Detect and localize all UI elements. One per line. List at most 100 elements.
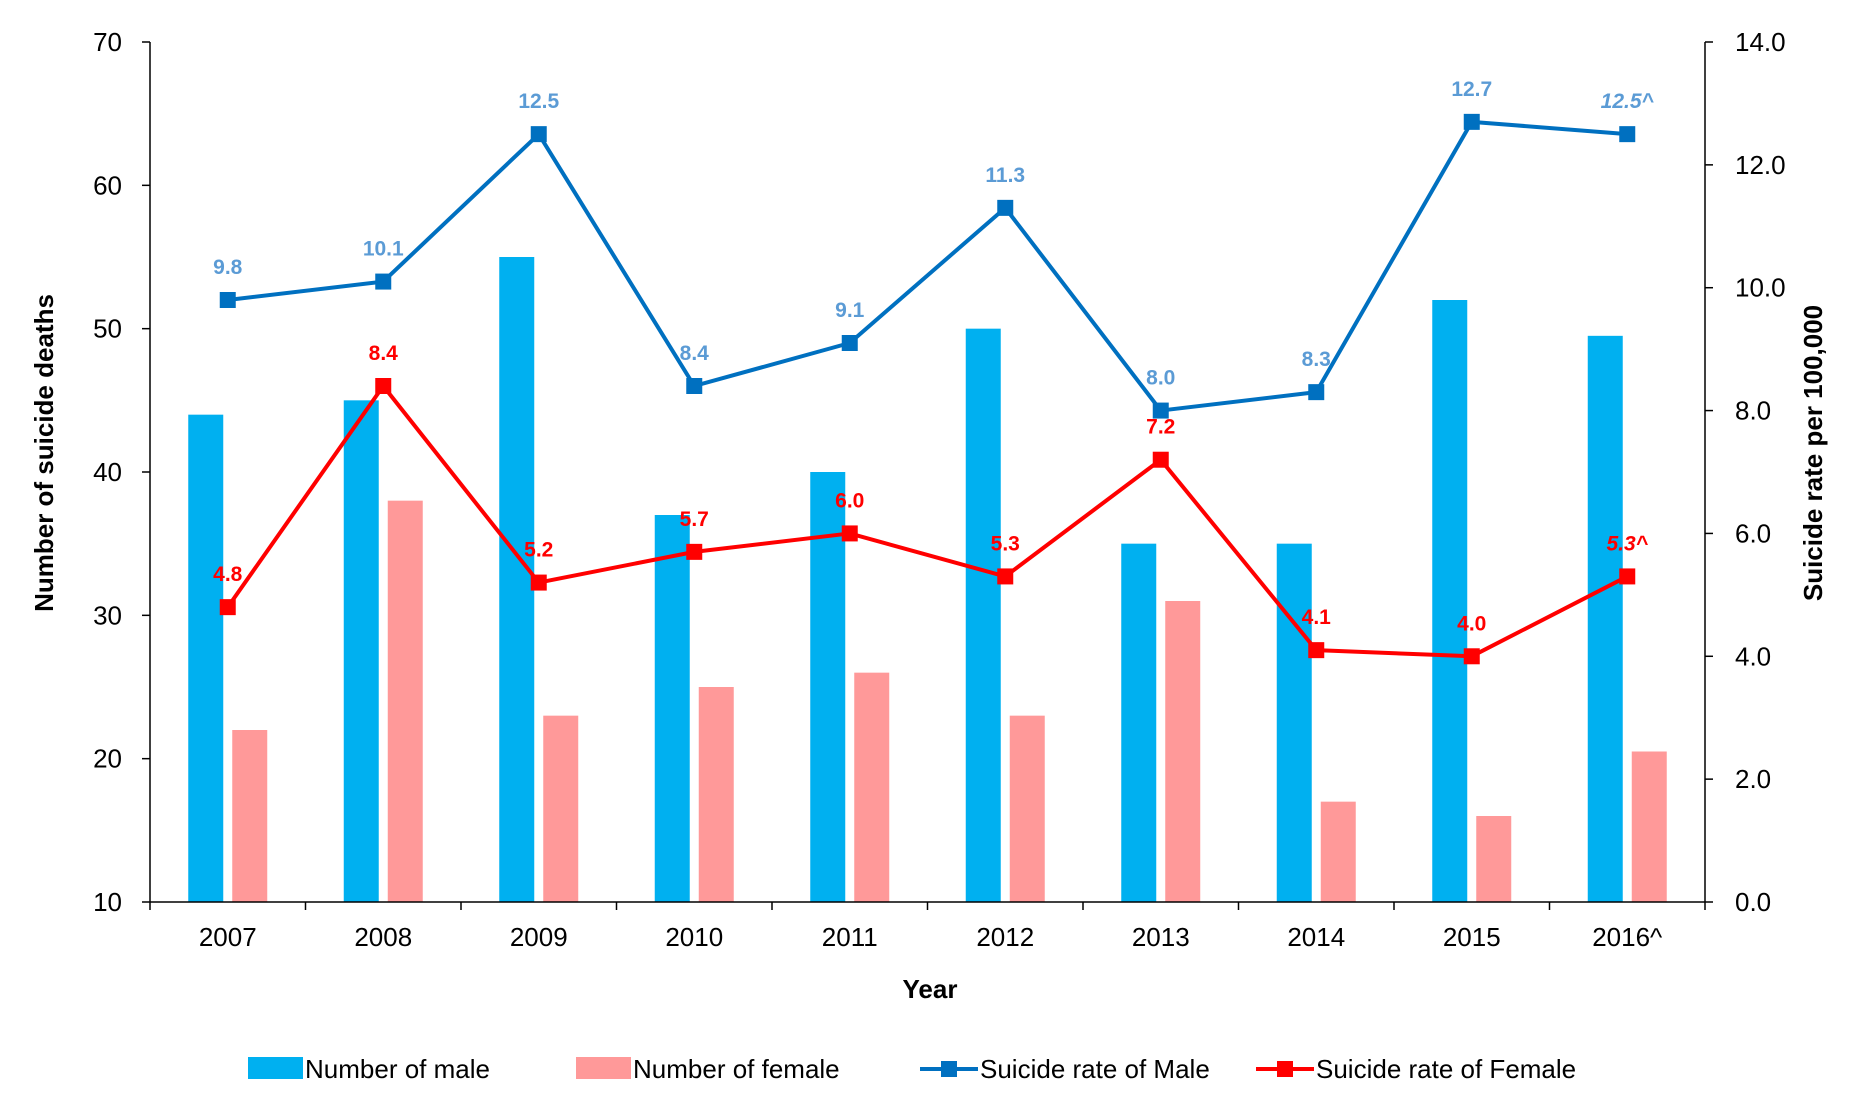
marker-male-rate (375, 273, 392, 290)
x-tick-label: 2012 (976, 922, 1034, 952)
legend: Number of male Number of female Suicide ra… (248, 1054, 1576, 1084)
marker-male-rate (219, 292, 236, 308)
female-rate-label: 6.0 (835, 489, 864, 512)
male-rate-label: 8.4 (680, 342, 710, 365)
y2-tick-label: 12.0 (1735, 150, 1786, 180)
ticks-layer: 10 20 30 40 50 60 70 0.0 2.0 4.0 6.0 8.0 10.0 12.0 14.… (93, 27, 1786, 952)
x-tick-label: 2014 (1287, 922, 1345, 952)
legend-swatch (248, 1057, 303, 1079)
x-tick-label: 2009 (510, 922, 568, 952)
bar-male (810, 472, 846, 902)
bar-female (698, 687, 734, 902)
female-rate-label: 8.4 (369, 342, 399, 365)
y-axis-title: Number of suicide deaths (29, 294, 59, 612)
bars-layer (188, 257, 1667, 903)
y-tick-label: 10 (93, 887, 122, 917)
marker-female-rate (686, 543, 703, 560)
marker-female-rate (219, 599, 236, 616)
bar-male (1587, 335, 1623, 902)
x-tick-label: 2007 (199, 922, 257, 952)
bar-female (1320, 801, 1356, 902)
male-rate-label: 9.8 (213, 256, 243, 279)
y-tick-label: 50 (93, 314, 122, 344)
bar-male (654, 515, 690, 902)
axes-layer (149, 42, 1706, 903)
bar-female (1631, 751, 1667, 902)
bar-female (854, 672, 890, 902)
bar-female (232, 730, 268, 902)
bar-male (1276, 543, 1312, 902)
legend-marker (941, 1061, 957, 1077)
female-rate-label: 4.1 (1302, 606, 1332, 629)
female-rate-label: 7.2 (1146, 416, 1175, 439)
bar-female (543, 715, 579, 902)
bar-male (188, 414, 224, 902)
y-tick-label: 40 (93, 457, 122, 487)
bar-male (965, 328, 1001, 903)
y2-tick-label: 4.0 (1735, 641, 1771, 671)
female-rate-label: 5.7 (680, 508, 709, 531)
y-tick-label: 30 (93, 600, 122, 630)
male-rate-label: 11.3 (985, 164, 1025, 187)
line-male-rate (227, 119, 1628, 413)
legend-label: Number of female (633, 1054, 840, 1084)
marker-female-rate (997, 568, 1014, 585)
bar-male (1121, 543, 1157, 902)
marker-female-rate (1463, 648, 1480, 665)
x-axis-title: Year (903, 974, 958, 1004)
female-rate-label: 4.8 (213, 563, 243, 586)
data-labels-layer: 9.8 10.1 12.5 8.4 9.1 11.3 8.0 8.3 12.7 12.5^ 4.8 8… (213, 78, 1654, 635)
legend-label: Suicide rate of Female (1316, 1054, 1576, 1084)
y-tick-label: 70 (93, 27, 122, 57)
marker-male-rate (1619, 126, 1636, 143)
y2-tick-label: 8.0 (1735, 396, 1771, 426)
male-rate-label: 12.7 (1451, 78, 1492, 101)
bar-female (387, 500, 423, 902)
marker-female-rate (375, 378, 392, 394)
x-tick-label: 2011 (822, 922, 878, 952)
y2-tick-label: 6.0 (1735, 518, 1771, 548)
marker-male-rate (530, 126, 547, 143)
bar-male (343, 400, 379, 902)
y2-axis-title: Suicide rate per 100,000 (1798, 305, 1828, 601)
lines-layer (219, 113, 1636, 665)
marker-male-rate (1308, 384, 1325, 401)
bar-female (1165, 601, 1201, 902)
y2-tick-label: 14.0 (1735, 27, 1786, 57)
bar-female (1476, 816, 1512, 902)
marker-female-rate (1152, 451, 1169, 468)
marker-female-rate (1619, 568, 1636, 585)
legend-label: Number of male (305, 1054, 490, 1084)
line-female-rate (226, 384, 1629, 659)
y-tick-label: 20 (93, 744, 122, 774)
marker-male-rate (841, 335, 858, 351)
x-tick-label: 2015 (1443, 922, 1501, 952)
bar-female (1009, 715, 1045, 902)
y2-tick-label: 2.0 (1735, 764, 1771, 794)
y2-tick-label: 0.0 (1735, 887, 1771, 917)
female-rate-label: 5.3 (991, 532, 1020, 555)
x-tick-label: 2016^ (1592, 922, 1663, 952)
marker-male-rate (997, 199, 1014, 216)
marker-male-rate (1152, 402, 1169, 419)
legend-marker (1277, 1061, 1293, 1077)
x-tick-label: 2013 (1132, 922, 1190, 952)
marker-male-rate (1463, 113, 1480, 130)
marker-male-rate (686, 378, 703, 394)
x-tick-label: 2010 (665, 922, 723, 952)
male-rate-label: 12.5 (518, 90, 559, 113)
female-rate-label: 5.3^ (1607, 532, 1649, 555)
y2-tick-label: 10.0 (1735, 273, 1786, 303)
marker-female-rate (530, 574, 547, 591)
legend-label: Suicide rate of Male (980, 1054, 1210, 1084)
marker-female-rate (1308, 642, 1325, 659)
male-rate-label: 8.3 (1302, 348, 1331, 371)
marker-female-rate (841, 525, 858, 542)
male-rate-label: 12.5^ (1601, 90, 1655, 113)
male-rate-label: 9.1 (835, 299, 865, 322)
x-tick-label: 2008 (354, 922, 412, 952)
female-rate-label: 4.0 (1457, 612, 1486, 635)
male-rate-label: 10.1 (363, 238, 404, 261)
